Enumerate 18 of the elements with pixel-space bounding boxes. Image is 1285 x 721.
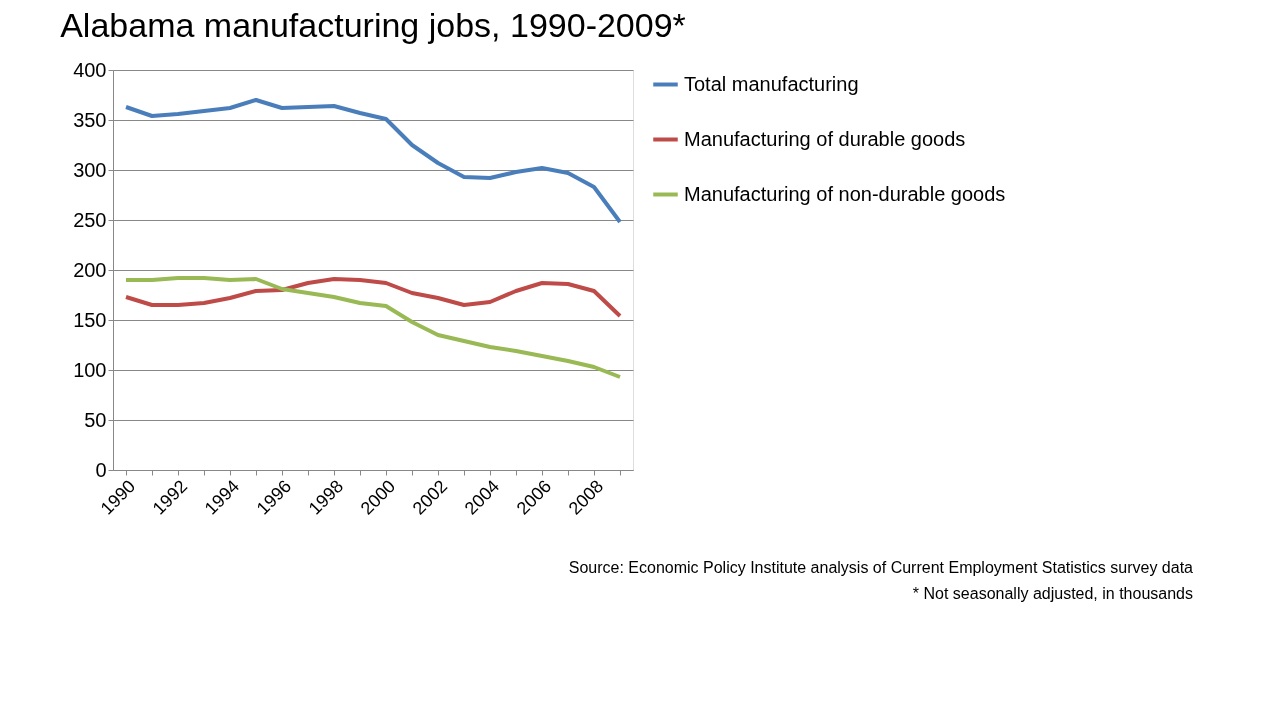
chart-title: Alabama manufacturing jobs, 1990-2009* — [60, 6, 686, 44]
source-note: Source: Economic Policy Institute analysis of Current Employment Statistics survey data — [568, 559, 1194, 576]
line-series — [124, 276, 622, 379]
line-series — [124, 98, 622, 224]
y-tick-label: 400 — [73, 58, 107, 81]
y-tick-label: 0 — [95, 458, 107, 481]
line-series — [124, 277, 622, 318]
legend-label: Manufacturing of durable goods — [684, 127, 966, 150]
legend-label: Total manufacturing — [684, 72, 859, 95]
legend-label: Manufacturing of non-durable goods — [684, 182, 1006, 205]
y-tick-label: 300 — [73, 158, 107, 181]
text: * Not seasonally adjusted, in thousands — [912, 585, 1193, 602]
y-tick-label: 150 — [73, 308, 107, 331]
y-tick-label: 200 — [73, 258, 107, 281]
y-tick-label: 250 — [73, 208, 107, 231]
y-tick-label: 100 — [73, 358, 107, 381]
y-tick-label: 50 — [84, 408, 107, 431]
y-tick-label: 350 — [73, 108, 107, 131]
